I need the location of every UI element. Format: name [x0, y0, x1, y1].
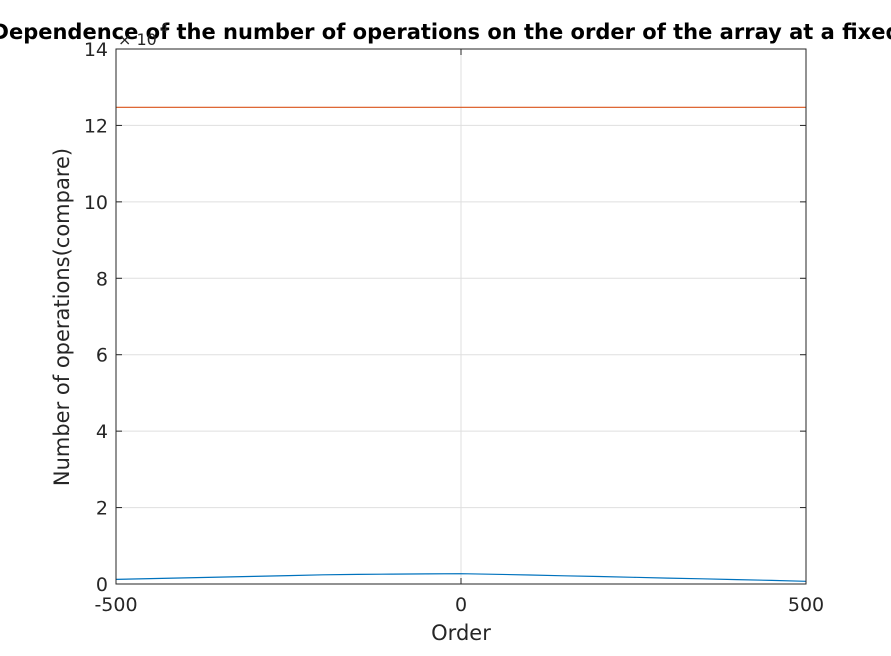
- y-exponent-base: × 10: [118, 30, 157, 49]
- grid: [116, 49, 806, 584]
- y-tick-label: 8: [96, 268, 108, 290]
- chart-title: Dependence of the number of operations o…: [0, 20, 891, 44]
- y-tick-label: 0: [96, 574, 108, 596]
- y-tick-label: 14: [84, 39, 108, 61]
- x-tick-label: 500: [788, 594, 824, 616]
- axis-ticks: [115, 48, 807, 585]
- y-tick-label: 4: [96, 421, 108, 443]
- y-axis-label: Number of operations(compare): [50, 148, 74, 486]
- y-tick-label: 6: [96, 345, 108, 367]
- x-tick-label: 0: [455, 594, 467, 616]
- y-tick-label: 10: [84, 192, 108, 214]
- y-exponent-power: 4: [160, 22, 168, 37]
- y-tick-label: 12: [84, 115, 108, 137]
- series-line-1: [115, 573, 807, 582]
- x-tick-label: -500: [94, 594, 137, 616]
- y-tick-label: 2: [96, 498, 108, 520]
- series-layer: [115, 106, 807, 582]
- x-axis-label: Order: [431, 621, 491, 645]
